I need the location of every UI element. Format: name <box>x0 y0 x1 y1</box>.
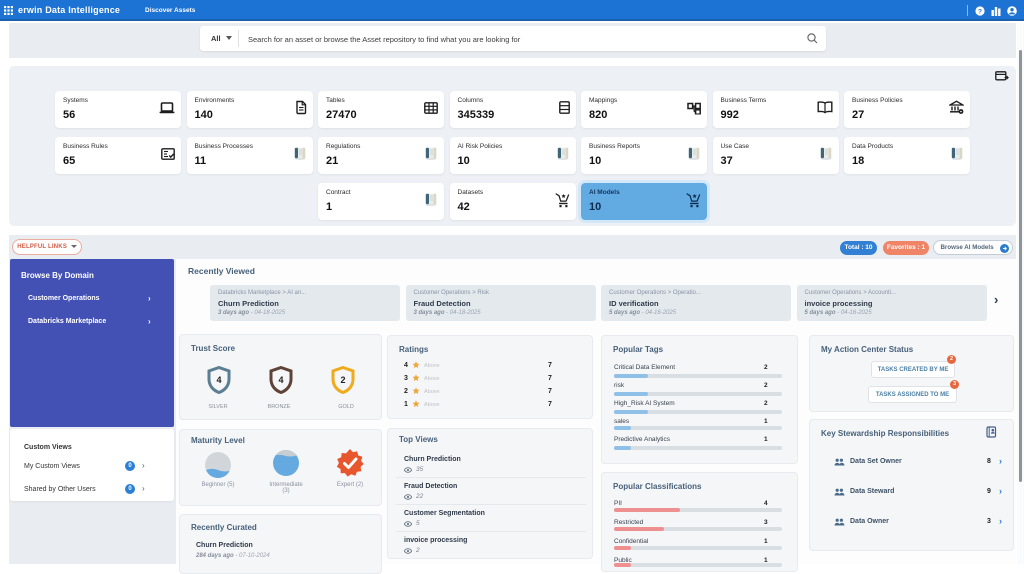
svg-text:2: 2 <box>340 375 345 385</box>
svg-text:?: ? <box>978 8 982 15</box>
svg-text:4: 4 <box>278 375 283 385</box>
svg-text:4: 4 <box>216 375 221 385</box>
